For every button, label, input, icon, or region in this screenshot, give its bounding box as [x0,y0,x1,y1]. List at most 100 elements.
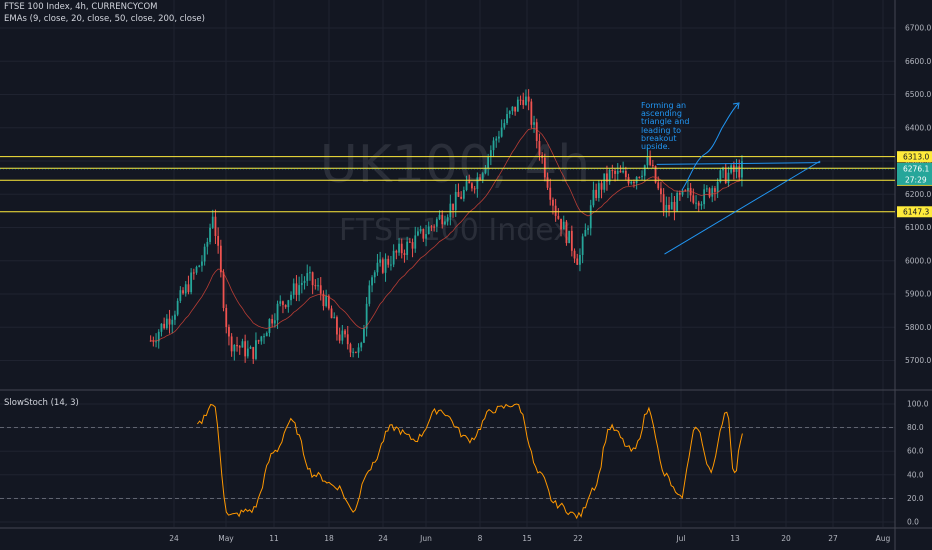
candle-body [287,300,290,308]
candle-body [300,282,303,286]
candle-body [449,203,452,218]
watermark-name: FTSE 100 Index [339,213,571,248]
candle-body [606,173,608,182]
time-tick-label: 24 [169,534,179,543]
candle-body [171,319,174,325]
candle-body [719,170,722,182]
candle-body [527,96,530,102]
candle-body [595,189,598,198]
candle-body [651,164,654,167]
price-tick-label: 6500.0 [905,90,931,99]
ema-indicator-label: EMAs (9, close, 20, close, 50, close, 20… [4,14,205,24]
time-tick-label: 24 [378,534,388,543]
candle-body [633,182,635,184]
candle-body [727,172,730,184]
candle-body [673,201,676,212]
time-tick-label: 18 [324,534,334,543]
candle-body [419,228,422,232]
candle-body [716,181,719,192]
candle-body [492,140,495,151]
level-badge-label: 6313.0 [903,152,929,161]
candle-body [454,191,457,210]
candle-body [611,169,614,171]
candle-body [214,216,217,237]
candle-body [360,342,363,348]
candle-body [209,227,211,242]
candle-body [190,272,193,293]
breakout-projection-path [681,103,739,191]
candle-body [500,127,503,137]
trendline [664,160,821,255]
candle-body [484,168,487,174]
candle-body [587,228,589,231]
price-tick-label: 6700.0 [905,24,931,33]
candle-body [163,323,166,329]
candle-body [565,221,568,244]
candle-body [441,214,444,225]
candle-body [327,295,330,309]
candle-body [624,170,627,178]
candle-body [152,340,155,342]
candle-body [670,201,673,210]
candle-body [546,177,549,188]
candle-body [557,215,560,219]
candle-body [349,344,352,353]
candle-body [400,243,403,254]
price-tick-label: 6200.0 [905,190,931,199]
candle-body [554,205,557,216]
candle-body [168,318,171,325]
candle-body [338,334,341,341]
candle-body [206,241,209,247]
time-tick-label: 13 [730,534,740,543]
candle-body [422,228,425,239]
candle-body [508,111,511,115]
candle-body [681,190,684,195]
candle-body [184,284,187,294]
last-price-label: 6276.1 [903,165,929,174]
stoch-tick-label: 80.0 [907,423,924,432]
candle-body [498,136,500,139]
candle-body [344,330,346,335]
candle-body [446,217,449,222]
candle-body [255,340,257,359]
candle-body [276,303,279,321]
price-tick-label: 6100.0 [905,223,931,232]
candle-body [471,183,473,189]
candle-body [230,336,233,352]
candle-body [187,284,190,293]
candle-body [444,221,446,225]
candle-body [738,166,741,178]
candle-body [403,253,406,256]
candle-body [252,347,255,359]
candle-body [535,122,538,142]
candle-body [581,236,584,255]
candle-body [284,304,287,308]
candle-body [176,300,179,315]
candle-body [657,182,660,189]
candle-body [225,307,228,327]
candle-body [665,204,668,211]
candle-body [600,183,603,190]
candle-body [395,250,398,253]
candle-body [271,319,274,324]
candle-body [711,188,714,197]
candle-body [708,188,711,197]
candle-body [341,330,344,341]
candle-body [741,161,743,178]
candle-body [336,317,338,335]
stoch-tick-label: 60.0 [907,447,924,456]
candle-body [387,258,390,265]
candle-body [433,226,436,228]
candle-body [365,303,368,329]
candle-body [322,293,325,307]
annotation-line: triangle and [641,117,690,127]
candle-body [487,156,490,169]
candle-body [384,258,387,273]
candle-body [468,181,471,184]
level-badge [897,206,932,218]
candle-body [257,340,260,342]
candle-body [452,203,454,210]
candle-body [228,326,230,337]
